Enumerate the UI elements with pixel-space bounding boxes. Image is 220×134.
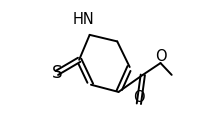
Text: O: O xyxy=(133,90,145,105)
Text: O: O xyxy=(155,49,167,64)
Text: HN: HN xyxy=(72,12,94,27)
Text: S: S xyxy=(52,64,62,82)
